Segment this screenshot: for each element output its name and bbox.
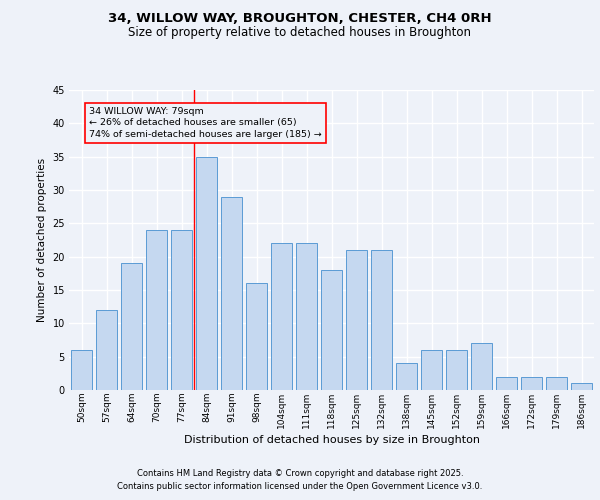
Bar bbox=[471, 344, 492, 390]
Text: 34, WILLOW WAY, BROUGHTON, CHESTER, CH4 0RH: 34, WILLOW WAY, BROUGHTON, CHESTER, CH4 … bbox=[108, 12, 492, 26]
Bar bbox=[121, 264, 142, 390]
X-axis label: Distribution of detached houses by size in Broughton: Distribution of detached houses by size … bbox=[184, 434, 479, 444]
Text: Size of property relative to detached houses in Broughton: Size of property relative to detached ho… bbox=[128, 26, 472, 39]
Text: 34 WILLOW WAY: 79sqm
← 26% of detached houses are smaller (65)
74% of semi-detac: 34 WILLOW WAY: 79sqm ← 26% of detached h… bbox=[89, 106, 322, 140]
Bar bbox=[571, 384, 592, 390]
Bar bbox=[246, 284, 267, 390]
Bar bbox=[271, 244, 292, 390]
Bar bbox=[96, 310, 117, 390]
Y-axis label: Number of detached properties: Number of detached properties bbox=[37, 158, 47, 322]
Bar bbox=[346, 250, 367, 390]
Bar bbox=[71, 350, 92, 390]
Text: Contains HM Land Registry data © Crown copyright and database right 2025.: Contains HM Land Registry data © Crown c… bbox=[137, 468, 463, 477]
Bar bbox=[496, 376, 517, 390]
Bar bbox=[146, 230, 167, 390]
Bar bbox=[421, 350, 442, 390]
Bar bbox=[521, 376, 542, 390]
Bar bbox=[321, 270, 342, 390]
Bar bbox=[371, 250, 392, 390]
Bar bbox=[196, 156, 217, 390]
Bar bbox=[221, 196, 242, 390]
Bar bbox=[546, 376, 567, 390]
Text: Contains public sector information licensed under the Open Government Licence v3: Contains public sector information licen… bbox=[118, 482, 482, 491]
Bar bbox=[446, 350, 467, 390]
Bar bbox=[396, 364, 417, 390]
Bar bbox=[171, 230, 192, 390]
Bar bbox=[296, 244, 317, 390]
